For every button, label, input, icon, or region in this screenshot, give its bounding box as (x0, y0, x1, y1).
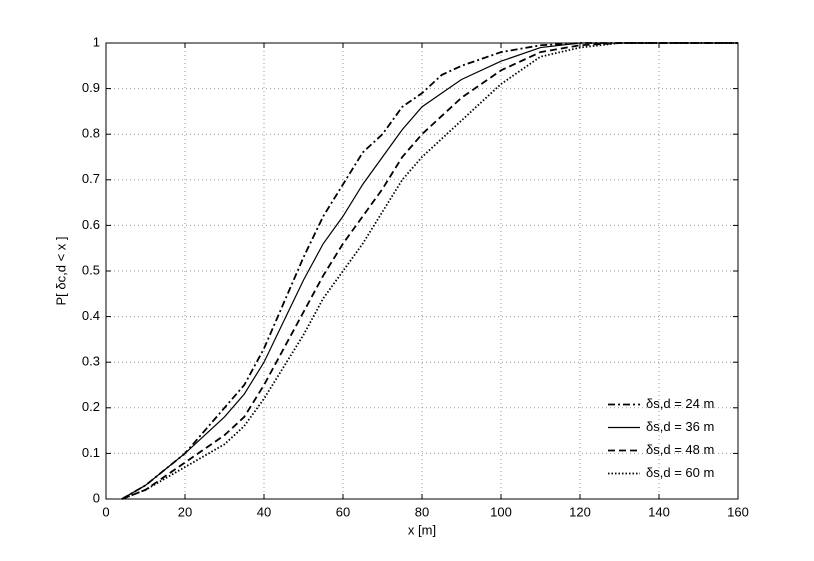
x-tick-label: 120 (569, 504, 591, 519)
x-tick-label: 100 (490, 504, 512, 519)
x-axis-label: x [m] (408, 522, 436, 537)
y-axis-label: P[ δc,d < x ] (53, 236, 68, 305)
y-tick-label: 0.5 (82, 262, 100, 277)
x-tick-label: 80 (415, 504, 429, 519)
legend-label: δs,d = 60 m (646, 465, 714, 480)
x-tick-label: 60 (336, 504, 350, 519)
series-line (121, 42, 738, 500)
y-tick-label: 0.9 (82, 80, 100, 95)
series-line (121, 42, 738, 500)
y-tick-label: 0.8 (82, 126, 100, 141)
y-tick-label: 0.4 (82, 308, 100, 323)
x-tick-label: 0 (102, 504, 109, 519)
y-tick-label: 1 (93, 34, 100, 49)
legend-label: δs,d = 36 m (646, 419, 714, 434)
y-tick-label: 0.6 (82, 217, 100, 232)
plot-frame (105, 42, 739, 500)
y-tick-label: 0.2 (82, 399, 100, 414)
x-tick-label: 140 (648, 504, 670, 519)
series-line (121, 42, 738, 500)
legend-label: δs,d = 24 m (646, 396, 714, 411)
legend-label: δs,d = 48 m (646, 442, 714, 457)
y-tick-label: 0.7 (82, 171, 100, 186)
y-tick-label: 0.1 (82, 445, 100, 460)
y-tick-label: 0.3 (82, 354, 100, 369)
x-tick-label: 20 (178, 504, 192, 519)
y-tick-label: 0 (93, 490, 100, 505)
x-tick-label: 40 (257, 504, 271, 519)
x-tick-label: 160 (727, 504, 749, 519)
